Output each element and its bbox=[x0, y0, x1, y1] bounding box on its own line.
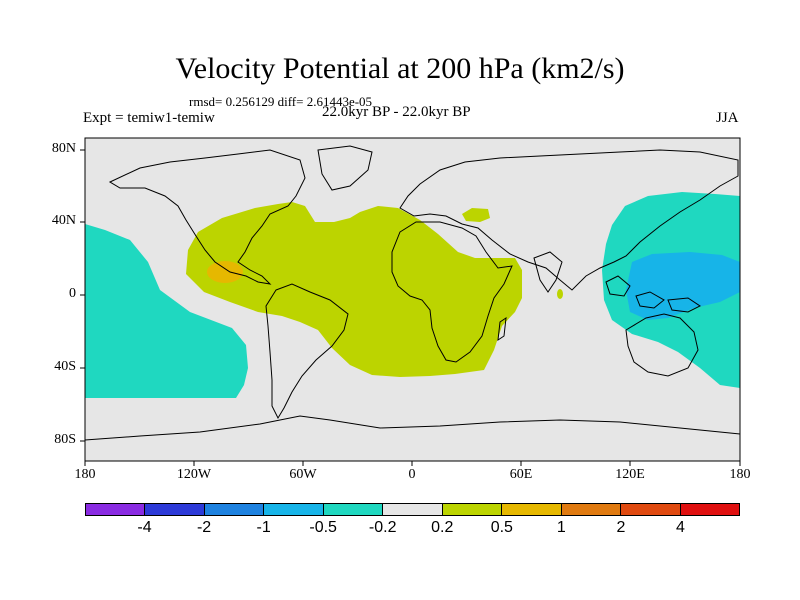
colorbar-label: 0.2 bbox=[431, 519, 454, 536]
pos-patch-north bbox=[462, 208, 490, 222]
lon-label-0: 0 bbox=[408, 467, 416, 482]
colorbar-swatch bbox=[204, 504, 265, 515]
colorbar-swatch bbox=[502, 504, 562, 515]
colorbar-swatch bbox=[323, 504, 384, 515]
colorbar-label: -0.5 bbox=[309, 519, 337, 536]
coast-south-america bbox=[265, 283, 349, 420]
lat-label-0: 0 bbox=[69, 286, 76, 301]
season-label: JJA bbox=[716, 110, 739, 126]
coast-eurasia bbox=[399, 149, 739, 291]
colorbar-swatch bbox=[145, 504, 205, 515]
coast-maritime-continent bbox=[605, 275, 701, 313]
pos-patch-indian-ocean bbox=[557, 289, 563, 299]
coastlines bbox=[84, 145, 741, 441]
coast-antarctica bbox=[84, 415, 741, 441]
lon-label-120w: 120W bbox=[176, 467, 212, 482]
pos-region-atlantic-africa bbox=[186, 202, 522, 377]
lat-label-40n: 40N bbox=[51, 213, 76, 228]
coast-australia bbox=[625, 313, 699, 377]
colorbar-swatch bbox=[680, 504, 739, 515]
lon-label-120e: 120E bbox=[615, 467, 645, 482]
coast-india bbox=[533, 251, 563, 293]
stats-label: rmsd= 0.256129 diff= 2.61443e-05 bbox=[189, 94, 373, 109]
colorbar-label: -2 bbox=[196, 519, 212, 536]
coast-madagascar bbox=[497, 316, 507, 342]
period-label: 22.0kyr BP - 22.0kyr BP bbox=[322, 104, 471, 120]
axis-ticks bbox=[80, 149, 741, 466]
lon-label-60w: 60W bbox=[289, 467, 317, 482]
colorbar-label: -0.2 bbox=[368, 519, 397, 536]
coast-north-america bbox=[108, 149, 306, 285]
coast-africa bbox=[391, 221, 513, 363]
colorbar-label: 4 bbox=[676, 519, 685, 536]
lat-label-80n: 80N bbox=[51, 141, 76, 156]
pos-core-central-america bbox=[207, 261, 243, 283]
colorbar-label: -1 bbox=[256, 519, 271, 536]
colorbar-swatch bbox=[86, 504, 146, 515]
lon-label-180e: 180 bbox=[729, 467, 751, 482]
colorbar-label: 2 bbox=[616, 519, 626, 536]
colorbar-swatch bbox=[621, 504, 681, 515]
lat-label-40s: 40S bbox=[54, 359, 76, 374]
colorbar-swatch bbox=[561, 504, 622, 515]
colorbar-label: 1 bbox=[556, 519, 566, 536]
colorbar-label: 0.5 bbox=[490, 519, 513, 536]
neg-core-west-pacific bbox=[626, 252, 740, 320]
plot-title: Velocity Potential at 200 hPa (km2/s) bbox=[175, 52, 625, 85]
neg-region-east-pacific bbox=[85, 205, 248, 398]
experiment-label: Expt = temiw1-temiw bbox=[83, 110, 215, 126]
colorbar-swatch bbox=[264, 504, 324, 515]
colorbar-swatch bbox=[383, 504, 443, 515]
colorbar-swatch bbox=[442, 504, 503, 515]
lon-label-60e: 60E bbox=[509, 467, 533, 482]
lat-label-80s: 80S bbox=[54, 432, 76, 447]
coast-greenland bbox=[317, 145, 373, 191]
colorbar bbox=[85, 503, 740, 516]
colorbar-label: -4 bbox=[137, 519, 152, 536]
lon-label-180w: 180 bbox=[74, 467, 96, 482]
